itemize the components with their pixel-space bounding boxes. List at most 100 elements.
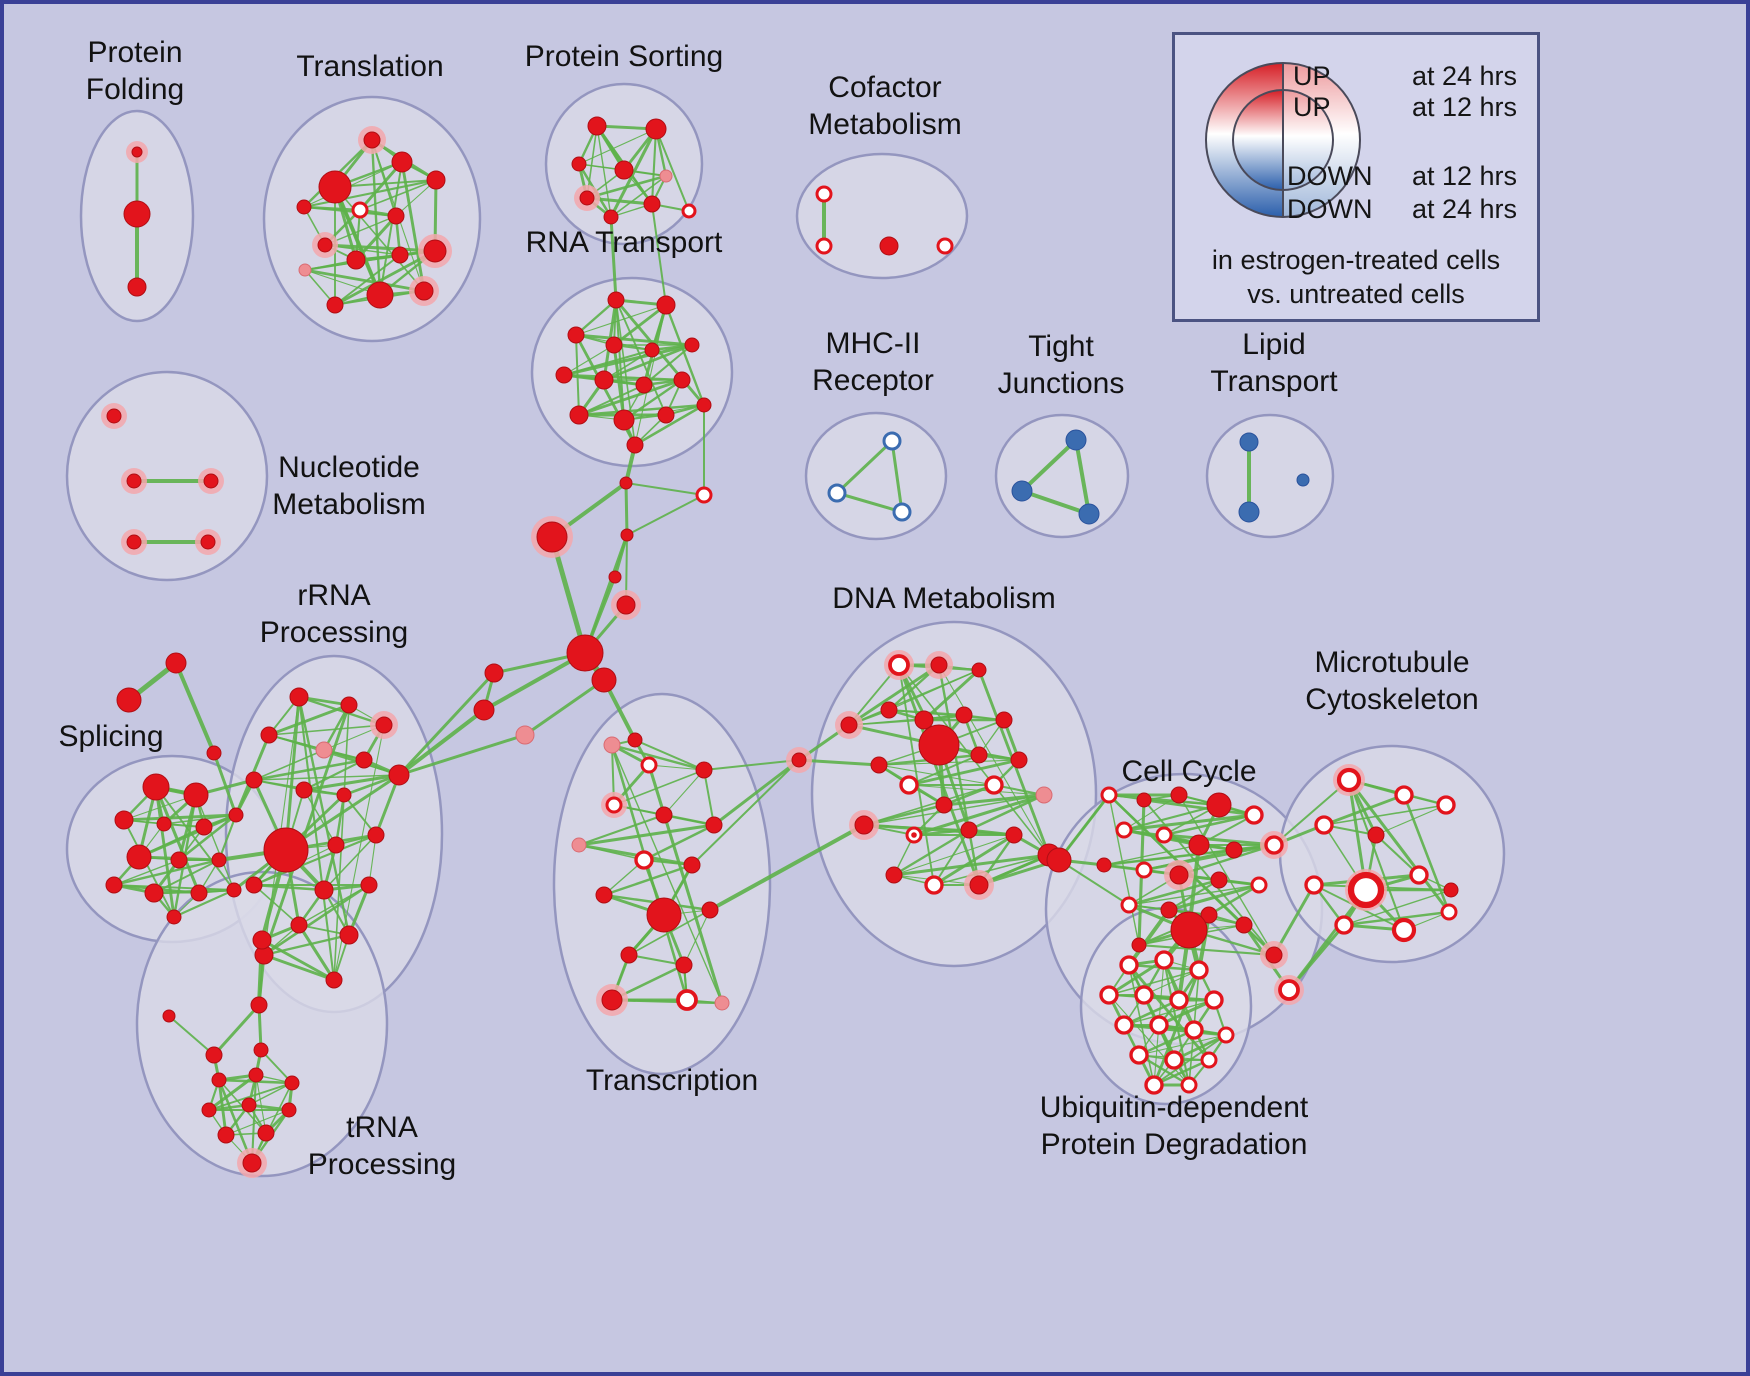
network-edge xyxy=(333,185,382,297)
network-edge xyxy=(933,854,1050,886)
network-node xyxy=(840,716,858,734)
network-edge xyxy=(260,938,336,982)
network-edge xyxy=(626,494,705,536)
network-node xyxy=(1160,901,1178,919)
network-edge xyxy=(835,491,904,514)
network-node xyxy=(1154,950,1174,970)
network-node xyxy=(327,836,345,854)
network-edge xyxy=(212,751,238,817)
network-node xyxy=(1078,503,1100,525)
network-edge xyxy=(284,695,301,852)
network-node xyxy=(317,237,333,253)
network-node xyxy=(355,751,373,769)
network-edge xyxy=(664,303,706,407)
network-edge xyxy=(397,708,486,777)
network-edge xyxy=(1342,910,1451,927)
network-node xyxy=(1005,826,1023,844)
network-edge xyxy=(253,774,400,781)
network-node xyxy=(970,746,988,764)
network-node xyxy=(106,408,122,424)
network-node xyxy=(391,151,413,173)
network-node xyxy=(257,1124,275,1142)
network-node xyxy=(340,696,358,714)
network-node xyxy=(659,169,673,183)
network-node xyxy=(226,882,242,898)
network-node xyxy=(1129,1045,1149,1065)
network-node xyxy=(601,989,623,1011)
network-node xyxy=(605,336,623,354)
legend-box: UP at 24 hrs UP at 12 hrs DOWN at 12 hrs… xyxy=(1172,32,1540,322)
network-node xyxy=(260,726,278,744)
network-edge xyxy=(967,793,1046,832)
network-edge xyxy=(343,794,377,836)
network-edge xyxy=(708,823,866,912)
network-node xyxy=(318,170,352,204)
network-node xyxy=(935,796,953,814)
legend-up-24-direction: UP xyxy=(1293,61,1331,91)
network-edge xyxy=(260,1049,293,1084)
network-edge xyxy=(379,161,403,296)
network-node xyxy=(1336,767,1362,793)
network-node xyxy=(290,916,308,934)
network-node xyxy=(984,775,1004,795)
network-node xyxy=(142,773,170,801)
network-edge xyxy=(1108,794,1140,946)
network-node xyxy=(603,209,619,225)
network-node xyxy=(515,725,535,745)
network-node xyxy=(892,502,912,522)
network-edge xyxy=(113,859,180,886)
network-edge xyxy=(1323,804,1447,826)
network-node xyxy=(1115,821,1133,839)
network-node xyxy=(815,185,833,203)
network-node xyxy=(676,989,698,1011)
network-edge xyxy=(1123,794,1180,831)
cluster-label-rrna-processing: rRNA xyxy=(297,579,370,612)
node-core-dot xyxy=(911,832,917,838)
network-node xyxy=(591,667,617,693)
network-edge xyxy=(634,739,705,771)
network-edge xyxy=(835,439,894,495)
network-node xyxy=(620,528,634,542)
network-edge xyxy=(154,785,176,919)
network-node xyxy=(879,236,899,256)
cluster-label-layer: Protein Folding Translation Protein Sorting… xyxy=(58,36,1478,1181)
network-node xyxy=(695,761,713,779)
network-edge xyxy=(615,299,625,421)
network-node xyxy=(170,851,188,869)
network-edge xyxy=(1162,958,1191,1087)
network-node xyxy=(1217,1026,1235,1044)
network-node xyxy=(315,741,333,759)
network-edge xyxy=(1122,813,1256,832)
cluster-label-trna-processing: tRNA xyxy=(346,1111,418,1144)
network-node xyxy=(645,118,667,140)
network-node xyxy=(126,844,152,870)
network-edge xyxy=(523,678,606,737)
cluster-label-nucleotide-metabolism: Metabolism xyxy=(272,488,425,521)
network-node xyxy=(126,473,142,489)
network-node xyxy=(607,291,625,309)
network-node xyxy=(105,876,123,894)
network-node xyxy=(1131,937,1147,953)
network-node xyxy=(203,473,219,489)
network-edge xyxy=(602,863,694,897)
network-node xyxy=(211,1072,227,1088)
network-node xyxy=(705,816,723,834)
network-node xyxy=(616,595,636,615)
network-edge xyxy=(624,481,629,537)
network-node xyxy=(1149,1015,1169,1035)
network-node xyxy=(296,199,312,215)
cluster-label-mhc-ii-receptor: Receptor xyxy=(812,364,934,397)
legend-up-12-direction: UP xyxy=(1293,92,1331,122)
network-node xyxy=(1170,786,1188,804)
network-node xyxy=(201,1102,217,1118)
network-edge xyxy=(683,909,711,966)
network-node xyxy=(684,337,700,353)
network-node xyxy=(166,909,182,925)
network-edge xyxy=(172,888,236,919)
network-edge xyxy=(562,373,684,382)
network-edge xyxy=(562,343,694,377)
network-edge xyxy=(610,743,706,772)
network-edge xyxy=(168,1015,215,1056)
network-edge xyxy=(1287,888,1368,992)
network-edge xyxy=(255,1074,267,1134)
